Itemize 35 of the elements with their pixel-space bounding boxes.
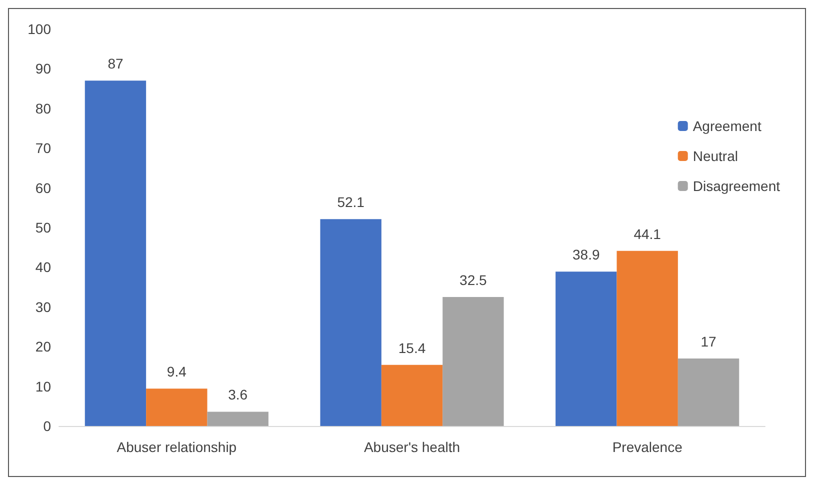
bar	[207, 412, 268, 426]
data-label: 15.4	[398, 340, 426, 356]
y-tick-label: 40	[35, 259, 52, 276]
bar	[84, 80, 146, 426]
bar	[556, 272, 617, 426]
x-tick-label: Abuser relationship	[116, 439, 237, 455]
y-tick-label: 50	[35, 220, 52, 236]
data-label: 17	[700, 334, 717, 350]
bar	[320, 219, 382, 426]
data-label: 3.6	[228, 386, 248, 403]
y-tick-label: 10	[35, 378, 52, 394]
legend-label: Disagreement	[692, 178, 780, 194]
y-tick-label: 80	[35, 100, 52, 116]
data-label: 87	[108, 56, 124, 72]
data-label: 38.9	[572, 246, 600, 263]
x-tick-label: Prevalence	[612, 439, 683, 455]
y-tick-label: 90	[35, 60, 52, 77]
y-tick-label: 60	[35, 180, 52, 196]
bar	[616, 250, 678, 426]
x-tick-label: Abuser's health	[364, 439, 460, 455]
bar	[442, 296, 504, 426]
legend-label: Neutral	[692, 148, 738, 164]
data-label: 9.4	[166, 364, 187, 380]
y-tick-label: 0	[43, 418, 52, 434]
bar	[146, 388, 208, 426]
data-label: 32.5	[460, 272, 488, 288]
legend-label: Agreement	[692, 118, 762, 134]
y-tick-label: 30	[35, 298, 52, 315]
data-label: 44.1	[634, 226, 662, 242]
y-tick-label: 70	[35, 140, 52, 156]
bar	[678, 358, 740, 426]
y-tick-label: 100	[28, 21, 52, 37]
y-tick-label: 20	[35, 338, 52, 355]
bar	[381, 364, 443, 426]
data-label: 52.1	[337, 194, 365, 210]
